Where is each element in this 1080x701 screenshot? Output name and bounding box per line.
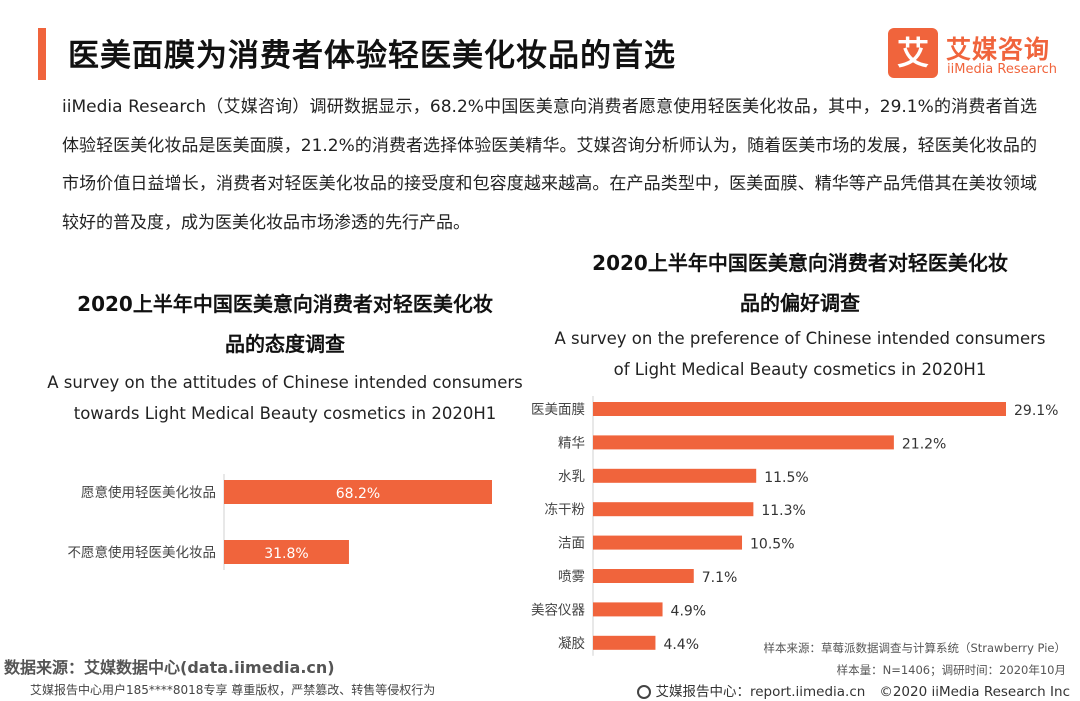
data-label: 4.9% — [671, 603, 707, 619]
logo-chinese-name: 艾媒咨询 — [946, 35, 1051, 64]
bar — [593, 635, 656, 650]
data-label: 4.4% — [663, 637, 699, 653]
attitude-chart-subtitle: A survey on the attitudes of Chinese int… — [30, 367, 540, 429]
preference-bar-chart: 医美面膜 29.1% 精华 21.2% 水乳 11.5% 冻干粉 11.3% 洁面 10.5% 喷雾… — [531, 396, 1058, 656]
report-site-link[interactable]: 艾媒报告中心：report.iimedia.cn — [655, 684, 866, 700]
preference-title-line2: 品的偏好调查 — [740, 291, 860, 315]
data-label: 29.1% — [1014, 403, 1058, 419]
bar — [593, 569, 694, 583]
category-label: 水乳 — [558, 469, 585, 485]
data-label: 11.3% — [761, 503, 805, 519]
preference-title-line1: 2020上半年中国医美意向消费者对轻医美化妆 — [592, 251, 1008, 275]
bar — [593, 602, 663, 617]
attitude-subtitle-line1: A survey on the attitudes of Chinese int… — [47, 373, 523, 392]
data-label: 11.5% — [764, 470, 808, 486]
attitude-subtitle-line2: towards Light Medical Beauty cosmetics i… — [73, 404, 497, 423]
copyright-notice: 艾媒报告中心用户185****8018专享 尊重版权，严禁篡改、转售等侵权行为 — [30, 683, 436, 697]
page-title: 医美面膜为消费者体验轻医美化妆品的首选 — [68, 38, 676, 74]
attitude-bar-chart: 愿意使用轻医美化妆品 68.2% 不愿意使用轻医美化妆品 31.8% — [68, 474, 492, 570]
report-center-icon — [637, 685, 652, 699]
data-label: 7.1% — [702, 570, 738, 586]
category-label: 洁面 — [558, 536, 585, 552]
sample-source-note: 样本来源：草莓派数据调查与计算系统（Strawberry Pie） — [763, 641, 1066, 655]
logo-english-name: iiMedia Research — [947, 62, 1058, 77]
iimedia-logo: 艾 艾媒咨询 iiMedia Research — [888, 28, 1068, 84]
attitude-chart-title: 2020上半年中国医美意向消费者对轻医美化妆 品的态度调查 — [40, 284, 530, 364]
category-label: 不愿意使用轻医美化妆品 — [68, 544, 217, 561]
data-source-note: 数据来源：艾媒数据中心(data.iimedia.cn) — [4, 658, 335, 677]
report-footer: 艾媒报告中心：report.iimedia.cn ©2020 iiMedia Re… — [637, 680, 1070, 700]
sample-size-note: 样本量：N=1406；调研时间：2020年10月 — [836, 663, 1066, 677]
bar — [224, 540, 349, 564]
preference-chart-title: 2020上半年中国医美意向消费者对轻医美化妆 品的偏好调查 — [545, 243, 1055, 323]
title-accent-bar — [38, 28, 46, 80]
bar — [593, 435, 894, 450]
attitude-title-line2: 品的态度调查 — [225, 332, 345, 356]
data-label: 10.5% — [750, 537, 794, 553]
preference-chart-subtitle: A survey on the preference of Chinese in… — [545, 323, 1055, 385]
preference-subtitle-line2: of Light Medical Beauty cosmetics in 202… — [613, 360, 987, 379]
category-label: 冻干粉 — [545, 502, 586, 518]
category-label: 愿意使用轻医美化妆品 — [81, 484, 216, 501]
preference-subtitle-line1: A survey on the preference of Chinese in… — [554, 329, 1046, 348]
category-label: 喷雾 — [558, 569, 586, 585]
bar — [593, 402, 1006, 416]
logo-badge — [888, 28, 938, 78]
copyright-right: ©2020 iiMedia Research Inc — [879, 684, 1070, 700]
category-label: 美容仪器 — [531, 601, 585, 618]
category-label: 精华 — [558, 435, 585, 451]
data-label: 21.2% — [902, 436, 946, 452]
attitude-title-line1: 2020上半年中国医美意向消费者对轻医美化妆 — [77, 292, 493, 316]
bar — [593, 535, 743, 550]
logo-glyph: 艾 — [896, 34, 929, 72]
bar — [593, 502, 754, 517]
bar — [224, 480, 492, 504]
category-label: 凝胶 — [558, 635, 585, 652]
bar — [593, 468, 757, 483]
data-label: 68.2% — [336, 486, 380, 502]
category-label: 医美面膜 — [531, 402, 585, 418]
data-label: 31.8% — [264, 546, 308, 562]
intro-paragraph: iiMedia Research（艾媒咨询）调研数据显示，68.2%中国医美意向… — [62, 97, 1037, 233]
